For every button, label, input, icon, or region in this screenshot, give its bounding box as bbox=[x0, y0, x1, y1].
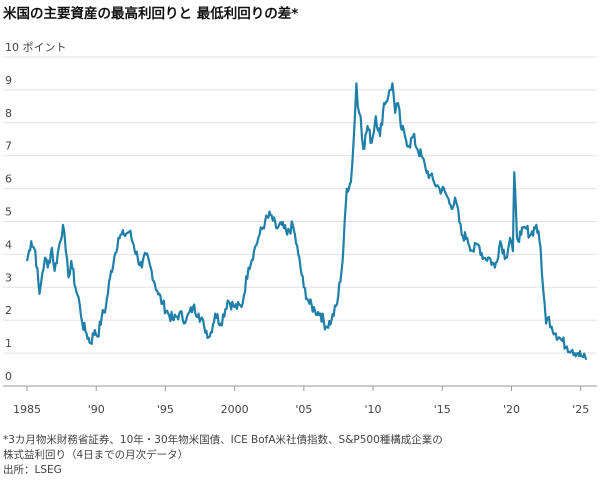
x-axis: 1985 '90 '95 2000 '05 '10 '15 '20 '25 bbox=[13, 386, 589, 416]
x-tick-label: '25 bbox=[572, 403, 589, 416]
chart-title: 米国の主要資産の最高利回りと 最低利回りの差* bbox=[3, 6, 299, 22]
y-tick-label: 10 ポイント bbox=[5, 41, 67, 54]
y-tick-label: 1 bbox=[5, 337, 12, 350]
y-tick-label: 4 bbox=[5, 238, 12, 251]
x-tick-label: 1985 bbox=[13, 403, 41, 416]
footnote: *3カ月物米財務省証券、10年・30年物米国債、ICE BofA米社債指数、S&… bbox=[3, 433, 593, 478]
y-tick-label: 8 bbox=[5, 107, 12, 120]
y-tick-label: 0 bbox=[5, 370, 12, 383]
x-tick-label: '95 bbox=[157, 403, 174, 416]
y-tick-label: 3 bbox=[5, 271, 12, 284]
gridlines bbox=[3, 56, 597, 387]
x-tick-label: '10 bbox=[365, 403, 382, 416]
y-axis: 0 1 2 3 4 5 6 7 8 9 10 ポイント bbox=[5, 41, 67, 383]
y-tick-label: 9 bbox=[5, 74, 12, 87]
y-tick-label: 2 bbox=[5, 304, 12, 317]
footnote-line-2: 株式益利回り（4日までの月次データ） bbox=[3, 449, 189, 461]
x-tick-label: '90 bbox=[88, 403, 105, 416]
x-tick-label: '05 bbox=[295, 403, 312, 416]
series-line bbox=[25, 82, 588, 361]
footnote-line-1: *3カ月物米財務省証券、10年・30年物米国債、ICE BofA米社債指数、S&… bbox=[3, 434, 443, 446]
y-tick-label: 5 bbox=[5, 206, 12, 219]
source-note: 出所：LSEG bbox=[3, 464, 62, 476]
y-tick-label: 7 bbox=[5, 140, 12, 153]
y-tick-label: 6 bbox=[5, 173, 12, 186]
x-tick-label: '15 bbox=[434, 403, 451, 416]
x-tick-label: '20 bbox=[503, 403, 520, 416]
x-tick-label: 2000 bbox=[221, 403, 249, 416]
line-chart: 0 1 2 3 4 5 6 7 8 9 10 ポイント 1985 '90 '95 2000 '05 '10 '1… bbox=[3, 41, 597, 416]
